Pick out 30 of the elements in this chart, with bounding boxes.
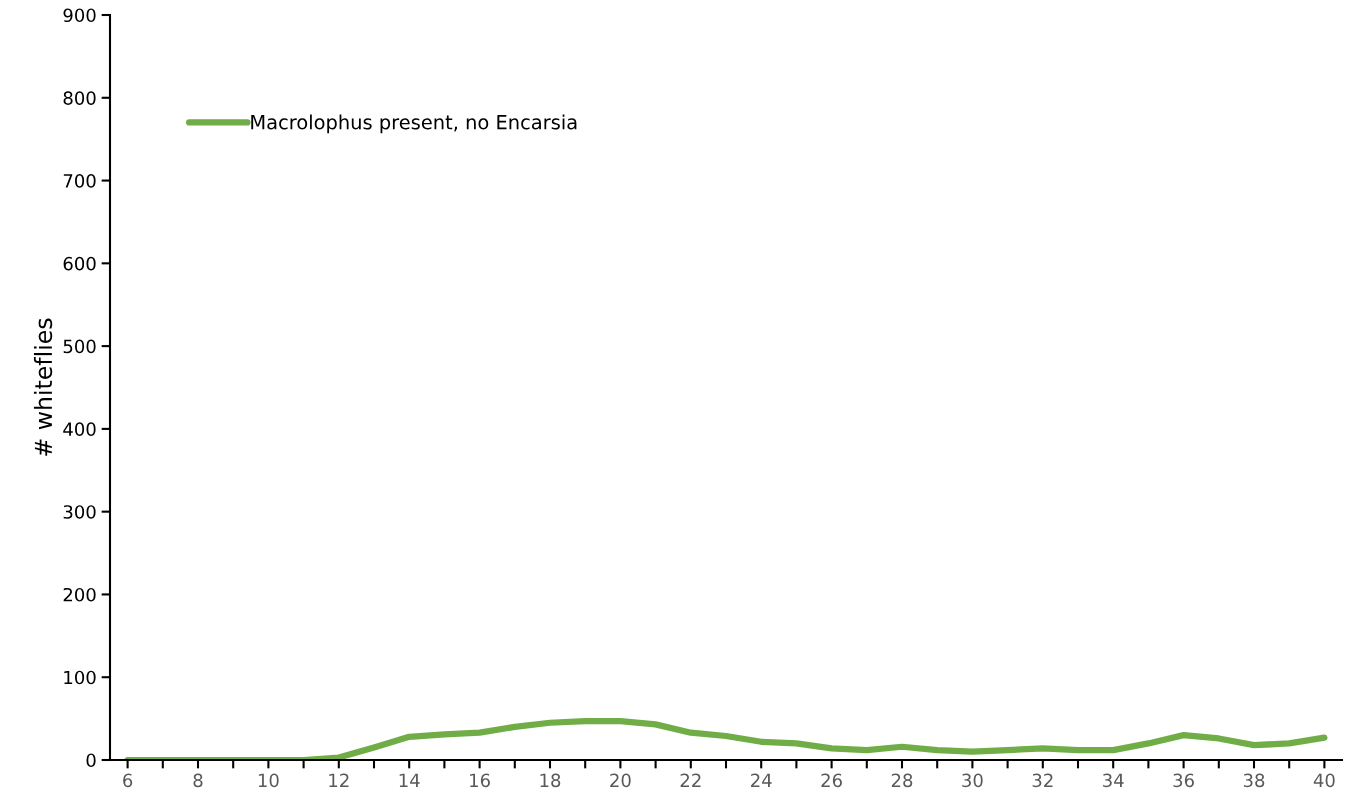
x-tick-label: 16	[470, 773, 490, 788]
y-tick-label: 600	[63, 256, 96, 271]
y-tick-label: 300	[63, 505, 96, 519]
x-tick-label: 12	[329, 773, 349, 787]
y-tick-label: 0	[86, 753, 96, 768]
x-tick-label: 22	[680, 773, 701, 787]
x-tick-label: 30	[962, 773, 983, 788]
x-tick-label: 28	[891, 773, 913, 788]
x-tick-label: 38	[1243, 773, 1265, 788]
y-axis-title: # whiteflies	[33, 318, 53, 456]
y-tick-label: 800	[63, 91, 96, 105]
y-tick-label: 400	[63, 422, 96, 437]
legend-label: Macrolophus present, no Encarsia	[251, 114, 577, 134]
x-tick-label: 26	[821, 773, 842, 788]
x-tick-label: 14	[399, 773, 420, 787]
y-tick-label: 200	[63, 587, 96, 602]
y-tick-label: 100	[64, 670, 96, 685]
y-tick-label: 700	[63, 174, 96, 188]
x-tick-label: 36	[1173, 773, 1194, 788]
x-tick-label: 32	[1032, 773, 1053, 788]
x-tick-label: 18	[540, 773, 561, 788]
x-tick-label: 24	[751, 773, 772, 787]
x-tick-label: 8	[193, 773, 203, 788]
x-tick-label: 10	[258, 773, 279, 788]
x-tick-label: 6	[123, 773, 133, 788]
y-tick-label: 500	[63, 339, 96, 354]
y-tick-label: 900	[63, 8, 96, 23]
x-tick-label: 20	[610, 773, 631, 788]
x-tick-label: 40	[1313, 773, 1335, 788]
x-tick-label: 34	[1103, 773, 1124, 788]
